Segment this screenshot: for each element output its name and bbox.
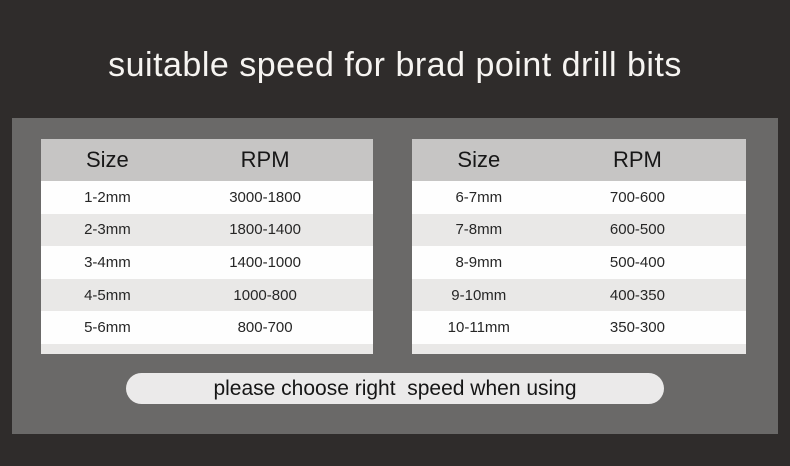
- column-header-rpm: RPM: [240, 147, 290, 172]
- cell-size: 9-10mm: [451, 286, 507, 304]
- cell-rpm: 500-400: [609, 253, 665, 271]
- cell-size: 4-5mm: [84, 286, 131, 304]
- table-row: 1-2mm 3000-1800: [41, 181, 373, 214]
- cell-rpm: 1800-1400: [229, 221, 301, 239]
- cell-size: 2-3mm: [84, 221, 131, 239]
- table-row: 7-8mm 600-500: [412, 213, 746, 247]
- table-row: 2-3mm 1800-1400: [41, 213, 373, 247]
- cell-size: 6-7mm: [455, 188, 503, 206]
- cell-size: 1-2mm: [84, 188, 131, 206]
- cell-rpm: 400-350: [609, 286, 665, 304]
- cell-size: 7-8mm: [455, 221, 503, 239]
- cell-rpm: 800-700: [237, 319, 293, 337]
- cell-size: 8-9mm: [455, 253, 503, 271]
- table-row: 6-7mm 700-600: [412, 181, 746, 214]
- cell-rpm: 350-300: [609, 319, 665, 337]
- table-row: 9-10mm 400-350: [412, 278, 746, 312]
- table-row: 3-4mm 1400-1000: [41, 246, 373, 279]
- table-row: 4-5mm 1000-800: [41, 278, 373, 312]
- speed-table-large-sizes: Size RPM 6-7mm 700-600 7-8mm 600-500 8-9…: [412, 139, 746, 354]
- column-header-size: Size: [86, 147, 129, 172]
- column-header-size: Size: [457, 147, 501, 172]
- page-title: suitable speed for brad point drill bits: [108, 46, 682, 84]
- table-bottom-strip: [41, 343, 373, 354]
- cell-size: 5-6mm: [84, 319, 131, 337]
- cell-size: 3-4mm: [84, 253, 131, 271]
- usage-note-pill: please choose right speed when using: [126, 373, 664, 404]
- speed-table-small-sizes: Size RPM 1-2mm 3000-1800 2-3mm 1800-1400…: [41, 139, 373, 354]
- cell-rpm: 3000-1800: [229, 188, 301, 206]
- cell-rpm: 700-600: [609, 188, 665, 206]
- cell-size: 10-11mm: [447, 319, 510, 337]
- table-bottom-strip: [412, 343, 746, 354]
- table-row: 5-6mm 800-700: [41, 311, 373, 344]
- column-header-rpm: RPM: [612, 147, 662, 172]
- usage-note-text: please choose right speed when using: [213, 376, 577, 400]
- table-header-row: Size RPM: [41, 139, 373, 181]
- cell-rpm: 1000-800: [233, 286, 297, 304]
- table-row: 8-9mm 500-400: [412, 246, 746, 279]
- table-row: 10-11mm 350-300: [412, 311, 746, 344]
- table-header-row: Size RPM: [412, 139, 746, 181]
- cell-rpm: 1400-1000: [229, 253, 301, 271]
- speed-panel: Size RPM 1-2mm 3000-1800 2-3mm 1800-1400…: [12, 118, 778, 434]
- cell-rpm: 600-500: [609, 221, 665, 239]
